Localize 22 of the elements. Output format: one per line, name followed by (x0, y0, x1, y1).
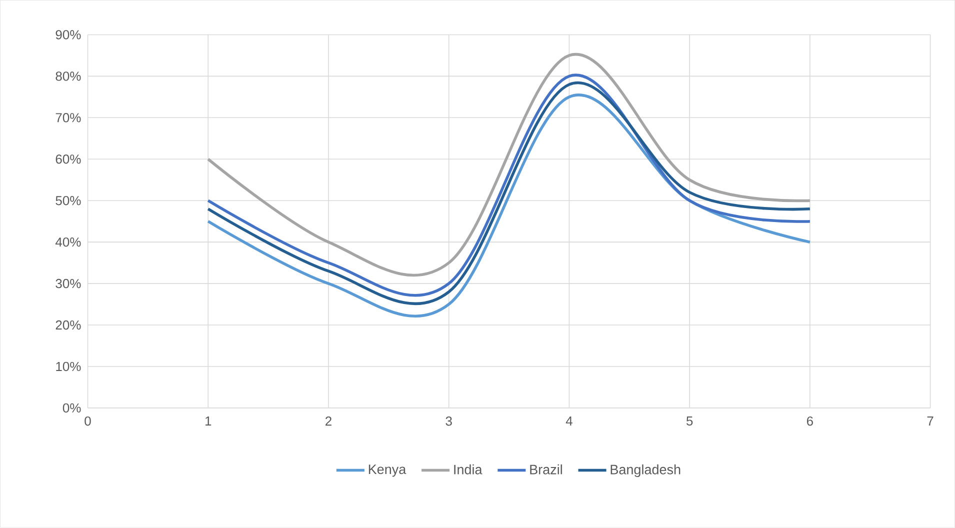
y-tick-label: 0% (62, 403, 81, 413)
legend-label: Bangladesh (610, 464, 680, 478)
y-tick-label: 30% (56, 279, 81, 288)
x-tick-label: 7 (927, 416, 934, 426)
y-tick-label: 90% (56, 30, 81, 40)
legend-label: Brazil (530, 464, 562, 474)
y-tick-label: 50% (56, 196, 81, 206)
x-tick-label: 5 (686, 416, 693, 426)
x-tick-label: 1 (205, 416, 212, 426)
legend-label: India (454, 464, 482, 474)
x-tick-label: 3 (446, 416, 452, 426)
y-tick-label: 70% (56, 113, 81, 122)
x-tick-label: 4 (566, 416, 572, 426)
x-tick-label: 0 (84, 416, 91, 426)
y-tick-label: 40% (55, 238, 81, 247)
y-tick-label: 20% (56, 320, 81, 330)
x-tick-label: 6 (806, 416, 813, 426)
x-tick-label: 2 (326, 416, 332, 426)
y-tick-label: 80% (56, 72, 81, 81)
y-tick-label: 10% (56, 362, 81, 372)
legend-label: Kenya (368, 464, 406, 477)
y-tick-label: 60% (56, 154, 81, 164)
